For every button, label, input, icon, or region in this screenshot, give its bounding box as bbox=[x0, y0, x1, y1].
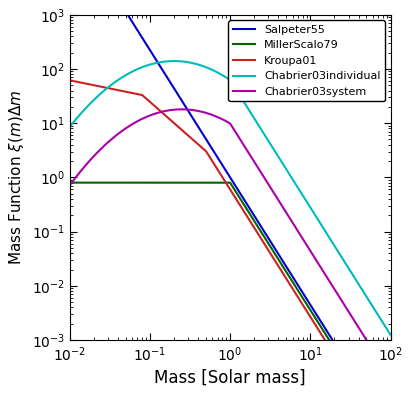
Chabrier03system bbox=[328, 282, 333, 287]
Line: Chabrier03individual: Chabrier03individual bbox=[70, 61, 389, 335]
Chabrier03individual bbox=[154, 60, 159, 65]
Kroupa01 bbox=[328, 348, 333, 353]
Salpeter55 bbox=[330, 338, 335, 343]
Salpeter55 bbox=[154, 59, 159, 64]
Salpeter55 bbox=[163, 73, 168, 78]
Line: Chabrier03system: Chabrier03system bbox=[70, 110, 389, 378]
Kroupa01 bbox=[154, 106, 159, 110]
Legend: Salpeter55, MillerScalo79, Kroupa01, Chabrier03individual, Chabrier03system: Salpeter55, MillerScalo79, Kroupa01, Cha… bbox=[228, 20, 384, 101]
Kroupa01 bbox=[163, 113, 168, 118]
Chabrier03system bbox=[330, 284, 335, 289]
Chabrier03individual bbox=[328, 239, 333, 244]
Chabrier03system bbox=[179, 107, 184, 112]
Chabrier03system bbox=[154, 111, 159, 115]
Chabrier03system bbox=[307, 248, 312, 253]
Chabrier03individual bbox=[67, 125, 72, 129]
Chabrier03system bbox=[67, 183, 72, 188]
Chabrier03individual bbox=[307, 205, 312, 210]
MillerScalo79 bbox=[307, 307, 312, 312]
MillerScalo79 bbox=[68, 180, 73, 185]
Chabrier03individual bbox=[171, 59, 176, 63]
Chabrier03system bbox=[68, 182, 73, 187]
Line: Salpeter55: Salpeter55 bbox=[70, 0, 389, 394]
Kroupa01 bbox=[67, 78, 72, 83]
Chabrier03individual bbox=[330, 241, 335, 246]
Kroupa01 bbox=[68, 78, 73, 83]
Line: MillerScalo79: MillerScalo79 bbox=[70, 183, 389, 394]
Chabrier03individual bbox=[163, 59, 168, 64]
Chabrier03system bbox=[163, 108, 168, 113]
MillerScalo79 bbox=[328, 342, 333, 346]
Chabrier03system bbox=[387, 376, 392, 381]
X-axis label: Mass [Solar mass]: Mass [Solar mass] bbox=[154, 369, 305, 387]
Chabrier03individual bbox=[387, 333, 392, 337]
MillerScalo79 bbox=[154, 180, 159, 185]
Salpeter55 bbox=[328, 336, 333, 341]
MillerScalo79 bbox=[330, 344, 335, 348]
MillerScalo79 bbox=[163, 180, 168, 185]
Salpeter55 bbox=[307, 302, 312, 307]
Kroupa01 bbox=[330, 350, 335, 355]
MillerScalo79 bbox=[67, 180, 72, 185]
Chabrier03individual bbox=[68, 124, 73, 128]
Y-axis label: Mass Function $\xi(m)\Delta m$: Mass Function $\xi(m)\Delta m$ bbox=[7, 90, 26, 265]
Line: Kroupa01: Kroupa01 bbox=[70, 80, 389, 394]
Kroupa01 bbox=[307, 314, 312, 319]
